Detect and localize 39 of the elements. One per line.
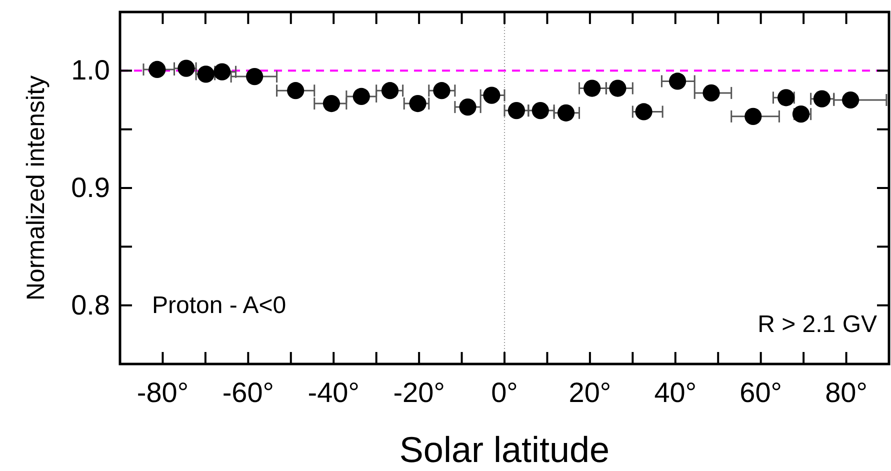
y-tick-label: 0.8 bbox=[71, 289, 110, 320]
point bbox=[287, 82, 304, 100]
point bbox=[322, 94, 340, 112]
y-tick-label: 0.9 bbox=[71, 172, 110, 203]
point bbox=[813, 90, 830, 108]
point bbox=[557, 104, 575, 122]
annotation: Proton - A<0 bbox=[152, 292, 286, 319]
point bbox=[483, 86, 500, 104]
y-tick-label: 1.0 bbox=[71, 54, 110, 86]
point bbox=[381, 82, 399, 100]
x-tick-label: 20° bbox=[568, 376, 612, 408]
point bbox=[246, 68, 264, 86]
x-tick-label: -40° bbox=[308, 376, 360, 408]
point bbox=[584, 80, 601, 97]
x-tick-label: -60° bbox=[222, 376, 274, 408]
x-tick-label: -80° bbox=[136, 376, 189, 408]
x-tick-label: 0° bbox=[491, 376, 518, 408]
point bbox=[409, 94, 426, 112]
point bbox=[702, 84, 720, 102]
x-tick-label: 60° bbox=[740, 376, 782, 408]
point bbox=[459, 98, 476, 116]
y-axis-title: Normalized intensity bbox=[22, 74, 50, 301]
x-axis-title: Solar latitude bbox=[399, 429, 610, 470]
point bbox=[609, 80, 626, 97]
point bbox=[842, 91, 860, 109]
point bbox=[532, 102, 549, 120]
x-tick-label: -20° bbox=[393, 376, 445, 408]
x-tick-label: 40° bbox=[654, 376, 697, 408]
point bbox=[352, 88, 370, 106]
point bbox=[635, 103, 652, 120]
point bbox=[744, 108, 762, 125]
point bbox=[777, 89, 795, 106]
annotation: R > 2.1 GV bbox=[758, 311, 877, 338]
x-tick-label: 80° bbox=[825, 376, 868, 408]
point bbox=[508, 102, 526, 120]
point bbox=[214, 63, 231, 80]
point bbox=[148, 60, 166, 78]
point bbox=[433, 82, 450, 100]
point bbox=[668, 72, 686, 90]
